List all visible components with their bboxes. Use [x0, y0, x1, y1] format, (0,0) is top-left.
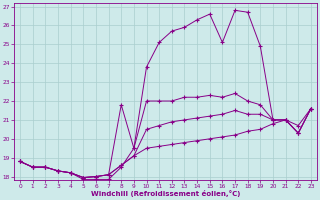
- X-axis label: Windchill (Refroidissement éolien,°C): Windchill (Refroidissement éolien,°C): [91, 190, 240, 197]
